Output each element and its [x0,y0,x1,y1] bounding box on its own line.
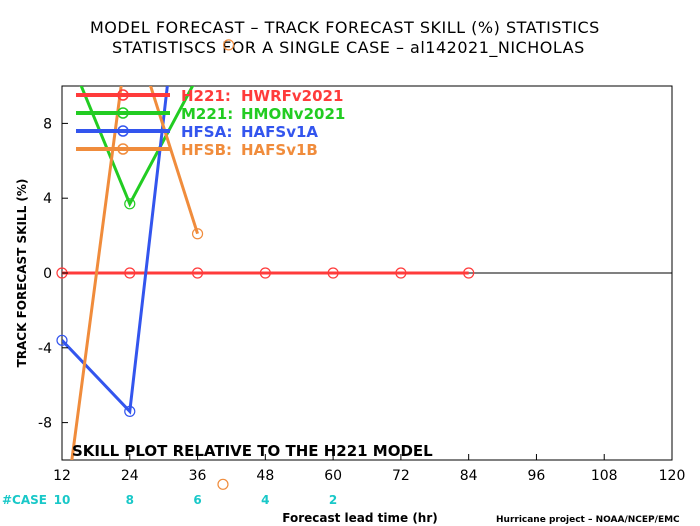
legend: H221: HWRFv2021 M221: HMONv2021 HFSA: HAFSv1A… [76,87,345,159]
legend-code: H221: [181,87,231,105]
y-tick-label: 4 [43,191,52,207]
series-line-1 [79,86,195,208]
series-point [223,39,235,51]
series-point [56,334,68,346]
legend-code: M221: [181,105,233,123]
skill-annotation: SKILL PLOT RELATIVE TO THE H221 MODEL [72,442,433,460]
legend-marker [117,143,129,155]
series-point [124,267,136,279]
points-layer [56,39,475,490]
case-count: 6 [193,493,201,507]
x-tick-label: 120 [659,468,686,484]
case-count: 8 [126,493,134,507]
x-tick-label: 72 [392,468,410,484]
y-axis-label: TRACK FORECAST SKILL (%) [15,179,29,368]
series-point [124,198,136,210]
series-point [463,267,475,279]
x-tick-label: 36 [189,468,207,484]
y-tick-label: 0 [43,266,52,282]
x-tick-label: 108 [591,468,618,484]
x-tick-label: 48 [256,468,274,484]
series-point [327,267,339,279]
chart-title: MODEL FORECAST – TRACK FORECAST SKILL (%… [90,18,600,37]
x-tick-label: 96 [528,468,546,484]
case-count: 10 [54,493,71,507]
legend-marker [117,125,129,137]
series-point [191,228,204,240]
legend-label: HAFSv1B [241,141,318,159]
credit-line: Hurricane project – NOAA/NCEP/EMC [496,515,680,525]
series-point [395,267,407,279]
legend-marker [117,89,129,101]
legend-code: HFSA: [181,123,233,141]
x-tick-label: 84 [460,468,478,484]
legend-code: HFSB: [181,141,232,159]
legend-label: HWRFv2021 [241,87,343,105]
case-label: #CASE [2,493,47,507]
y-tick-label: 8 [43,116,52,132]
y-tick-label: -4 [38,341,52,357]
case-count: 4 [261,493,269,507]
case-count: 2 [329,493,337,507]
legend-label: HMONv2021 [241,105,345,123]
case-counts: #CASE 10 8 6 4 2 [2,493,337,507]
x-tick-label: 24 [121,468,139,484]
series-line-3 [70,86,199,460]
legend-label: HAFSv1A [241,123,318,141]
x-tick-label: 12 [53,468,71,484]
series-point [124,405,136,417]
chart-subtitle: STATISTISCS FOR A SINGLE CASE – al142021… [112,38,585,58]
x-axis-label: Forecast lead time (hr) [282,511,438,525]
series-point [191,267,204,279]
y-axis-ticks: -8 -4 0 4 8 [38,116,68,432]
series-point [259,267,271,279]
x-tick-label: 60 [324,468,342,484]
legend-marker [117,107,129,119]
series-point [217,478,229,490]
y-tick-label: -8 [38,416,52,432]
x-axis-ticks: 12 24 36 48 60 72 84 96 108 120 [53,454,685,484]
